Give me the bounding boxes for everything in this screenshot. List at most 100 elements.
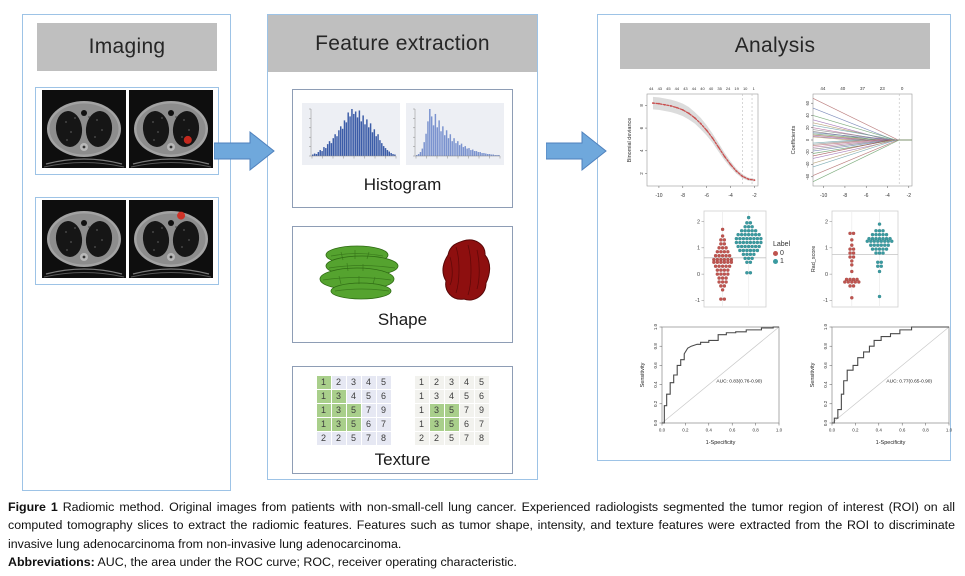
- texture-cell: 7: [474, 418, 489, 431]
- panel-feature-extraction: Feature extraction Histogram: [267, 14, 538, 480]
- texture-cell: 2: [316, 432, 331, 445]
- svg-text:44: 44: [692, 86, 697, 91]
- roc-curve-training: 0.0 0.0 0.2 0.2 0.4 0.4 0.6 0.6 0.8 0.8 1.0 1.0 1-Sp…: [636, 319, 788, 454]
- shape-label: Shape: [377, 310, 428, 329]
- texture-cell: 3: [444, 376, 459, 389]
- svg-text:2: 2: [639, 172, 644, 175]
- imaging-header: Imaging: [37, 23, 217, 71]
- texture-cell: 2: [414, 432, 429, 445]
- feature-extraction-title: Feature extraction: [315, 31, 490, 55]
- svg-text:24: 24: [726, 86, 731, 91]
- ct-image-box-2: [35, 197, 219, 285]
- svg-text:Sensitivity: Sensitivity: [810, 362, 816, 387]
- svg-text:-10: -10: [820, 193, 827, 199]
- svg-text:Coefficients: Coefficients: [791, 125, 797, 154]
- texture-cell: 2: [429, 376, 444, 389]
- tumor-3d-shape-green: [319, 245, 399, 300]
- legend-item: 1: [773, 258, 807, 265]
- texture-cell: 5: [474, 376, 489, 389]
- svg-text:0.0: 0.0: [829, 428, 836, 433]
- texture-cell: 1: [316, 404, 331, 417]
- texture-cell: 6: [474, 390, 489, 403]
- texture-cell: 4: [444, 390, 459, 403]
- texture-cell: 9: [376, 404, 391, 417]
- feature-extraction-header: Feature extraction: [268, 15, 537, 72]
- texture-cell: 3: [429, 390, 444, 403]
- ct-scan-image: [41, 89, 126, 173]
- texture-cell: 1: [316, 418, 331, 431]
- flow-arrow-feature-to-analysis: [546, 130, 607, 172]
- svg-text:20: 20: [805, 125, 810, 130]
- panel-imaging: Imaging: [22, 14, 231, 491]
- svg-text:0.8: 0.8: [823, 343, 828, 350]
- abbreviations-text: AUC, the area under the ROC curve; ROC, …: [94, 555, 517, 570]
- svg-text:0.4: 0.4: [823, 381, 828, 388]
- ct-scan-image: [41, 199, 126, 283]
- svg-text:1-Specificity: 1-Specificity: [876, 440, 906, 446]
- svg-text:44: 44: [820, 86, 826, 91]
- svg-text:-4: -4: [885, 193, 890, 199]
- svg-text:-1: -1: [695, 298, 700, 304]
- figure-caption-text: Radiomic method. Original images from pa…: [8, 500, 955, 551]
- texture-cell: 3: [331, 390, 346, 403]
- texture-cell: 7: [459, 404, 474, 417]
- legend-swatch: [773, 259, 778, 264]
- svg-text:1.0: 1.0: [946, 428, 953, 433]
- svg-text:35: 35: [717, 86, 722, 91]
- svg-text:1: 1: [697, 246, 700, 252]
- texture-cell: 1: [414, 404, 429, 417]
- texture-cell: 3: [429, 418, 444, 431]
- texture-cell: 1: [414, 390, 429, 403]
- texture-cell: 3: [331, 418, 346, 431]
- texture-cell: 1: [414, 418, 429, 431]
- svg-text:Rad_score: Rad_score: [811, 246, 817, 273]
- svg-text:-10: -10: [655, 193, 662, 199]
- svg-text:0: 0: [697, 272, 700, 278]
- histogram-feature-box: Histogram: [292, 89, 513, 208]
- texture-cell: 6: [459, 418, 474, 431]
- svg-text:0.4: 0.4: [653, 381, 658, 388]
- svg-text:0.4: 0.4: [876, 428, 883, 433]
- ct-scan-image-segmented: [128, 199, 213, 283]
- svg-text:19: 19: [734, 86, 739, 91]
- svg-text:8: 8: [639, 104, 644, 107]
- texture-cell: 5: [444, 418, 459, 431]
- texture-cell: 3: [331, 404, 346, 417]
- roc-curve-validation: 0.0 0.0 0.2 0.2 0.4 0.4 0.6 0.6 0.8 0.8 1.0 1.0 1-Sp…: [806, 319, 958, 454]
- figure-caption: Figure 1 Radiomic method. Original image…: [8, 498, 955, 571]
- rad-score-dotplot-training: -1 0 1 2: [690, 203, 770, 318]
- svg-text:-2: -2: [752, 193, 757, 199]
- texture-cell: 5: [346, 432, 361, 445]
- texture-cell: 5: [444, 432, 459, 445]
- svg-text:Binomial deviance: Binomial deviance: [627, 118, 633, 163]
- histogram-label: Histogram: [363, 175, 442, 194]
- texture-cell: 5: [444, 404, 459, 417]
- svg-text:44: 44: [649, 86, 654, 91]
- texture-cell: 7: [459, 432, 474, 445]
- svg-text:AUC: 0.83(0.76-0.90): AUC: 0.83(0.76-0.90): [716, 379, 762, 385]
- lasso-coefficient-path-plot: -10 -8 -6 -4 -2 -60 -40 -20 0 20 40 60 44 40 37 23 0 Coef…: [788, 81, 918, 206]
- texture-cell: 2: [429, 432, 444, 445]
- svg-text:0.2: 0.2: [682, 428, 689, 433]
- svg-text:43: 43: [683, 86, 688, 91]
- svg-text:Sensitivity: Sensitivity: [640, 362, 646, 387]
- analysis-title: Analysis: [734, 34, 816, 57]
- svg-text:-60: -60: [805, 173, 810, 180]
- svg-text:40: 40: [709, 86, 714, 91]
- legend-item-label: 1: [780, 258, 784, 265]
- svg-text:0.2: 0.2: [653, 400, 658, 407]
- svg-text:10: 10: [743, 86, 748, 91]
- figure-caption-label: Figure 1: [8, 500, 58, 514]
- svg-text:-8: -8: [681, 193, 686, 199]
- svg-text:45: 45: [666, 86, 671, 91]
- svg-text:1.0: 1.0: [776, 428, 783, 433]
- svg-text:-2: -2: [907, 193, 912, 199]
- svg-text:2: 2: [825, 219, 828, 225]
- svg-text:0.0: 0.0: [823, 419, 828, 426]
- imaging-title: Imaging: [88, 35, 166, 58]
- abbreviations-label: Abbreviations:: [8, 555, 95, 570]
